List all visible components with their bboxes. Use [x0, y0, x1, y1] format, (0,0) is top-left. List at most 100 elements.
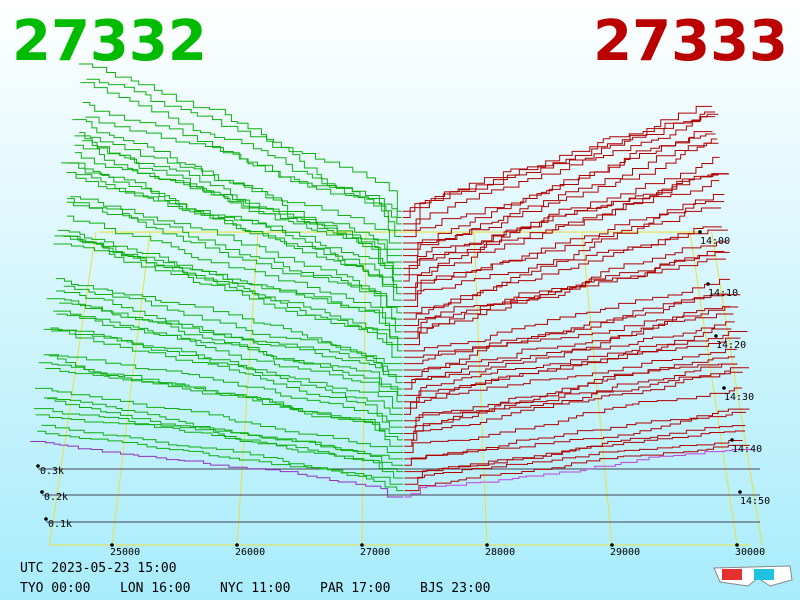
time-tick [722, 386, 726, 390]
time-tick-label: 14:20 [716, 340, 746, 351]
ask-depth-line [402, 113, 719, 238]
bid-depth-line [35, 387, 403, 454]
price-guide [689, 231, 738, 546]
cyan-lens [754, 569, 774, 580]
ask-price: 27333 [593, 9, 788, 74]
ask-depth-line [403, 321, 735, 390]
bid-depth-line [66, 172, 403, 301]
volume-tick-label: 0.1k [48, 519, 72, 530]
price-tick [735, 543, 739, 547]
volume-tick [44, 517, 48, 521]
bid-depth-line [63, 285, 403, 365]
bid-depth-line [43, 354, 403, 428]
bid-depth-line [69, 196, 403, 307]
ask-depth-line [402, 131, 713, 244]
ask-depth-line [404, 440, 743, 485]
bid-depth-line [66, 198, 403, 314]
depth-lines [30, 63, 754, 498]
bid-depth-line [43, 328, 403, 415]
ask-depth-line [403, 207, 722, 307]
bid-depth-line [63, 235, 403, 327]
ask-depth-line [404, 371, 743, 441]
ask-depth-line [402, 111, 716, 225]
side-edge [49, 231, 97, 546]
bid-depth-line [85, 116, 402, 231]
ask-depth-line [403, 251, 730, 327]
ask-depth-line [403, 156, 720, 269]
volume-tick-label: 0.2k [44, 492, 68, 503]
price-tick [360, 543, 364, 547]
price-tick [110, 543, 114, 547]
price-tick [235, 543, 239, 547]
bid-depth-line [37, 430, 404, 492]
bid-depth-line [86, 78, 402, 212]
time-tick-label: 14:30 [724, 392, 754, 403]
ask-depth-line [403, 348, 737, 415]
bid-depth-line [56, 313, 403, 403]
time-tick-label: 14:10 [708, 288, 738, 299]
price-tick-label: 27000 [360, 547, 390, 558]
bid-price: 27332 [12, 9, 207, 74]
time-tick-label: 14:40 [732, 444, 762, 455]
city-clock: BJS 23:00 [420, 581, 490, 596]
bid-depth-line [66, 215, 403, 333]
bid-depth-line [35, 414, 404, 479]
ask-depth-line [403, 258, 727, 346]
bid-depth-line [53, 243, 403, 346]
price-guide [361, 231, 367, 546]
bid-depth-line [55, 278, 403, 377]
bid-depth-line [82, 102, 402, 238]
ask-depth-line [402, 116, 716, 219]
time-tick-label: 14:00 [700, 236, 730, 247]
bid-depth-line [55, 290, 403, 371]
ask-depth-line [404, 411, 746, 466]
bid-depth-line [74, 135, 402, 244]
bid-depth-line [46, 298, 403, 396]
bid-depth-line [50, 330, 403, 422]
price-guide [111, 231, 151, 546]
volume-tick [36, 464, 40, 468]
ask-depth-line [403, 337, 741, 409]
bid-depth-line [76, 174, 402, 276]
ask-depth-line [404, 367, 750, 447]
bid-depth-line [72, 119, 402, 257]
ask-depth-line [404, 363, 738, 428]
front-axis: 0.3k 0.2k 0.1k 25000 26000 27000 28000 29000 300… [36, 230, 770, 558]
price-tick-label: 29000 [610, 547, 640, 558]
price-tick [485, 543, 489, 547]
ask-depth-line [403, 193, 725, 301]
ask-depth-line [403, 180, 720, 288]
bid-depth-line [57, 229, 403, 352]
city-clock: NYC 11:00 [220, 581, 290, 596]
ask-depth-line [404, 387, 743, 454]
bid-depth-line [74, 152, 403, 282]
bid-depth-line [67, 162, 403, 288]
ask-depth-line [403, 226, 722, 320]
ask-depth-line [403, 173, 730, 276]
time-tick [706, 282, 710, 286]
price-tick-label: 28000 [485, 547, 515, 558]
bid-depth-line [30, 441, 404, 498]
bid-depth-line [66, 201, 403, 320]
ask-depth-line [403, 241, 728, 339]
bid-depth-line [74, 144, 402, 263]
price-tick-label: 26000 [235, 547, 265, 558]
bid-depth-line [78, 63, 402, 219]
bid-depth-line [61, 162, 403, 295]
volume-tick [40, 490, 44, 494]
ask-depth-line [404, 444, 750, 492]
red-lens [722, 569, 742, 580]
time-tick [714, 334, 718, 338]
price-guide [581, 231, 613, 546]
bid-depth-line [46, 398, 404, 466]
ask-depth-line [402, 138, 718, 257]
bid-depth-line [45, 367, 403, 434]
time-tick [730, 438, 734, 442]
glasses-icon [713, 565, 793, 587]
bid-depth-line [41, 424, 404, 485]
ask-depth-line [403, 174, 719, 282]
ask-depth-line [403, 293, 729, 377]
price-tick-label: 25000 [110, 547, 140, 558]
city-clock: LON 16:00 [120, 581, 190, 596]
